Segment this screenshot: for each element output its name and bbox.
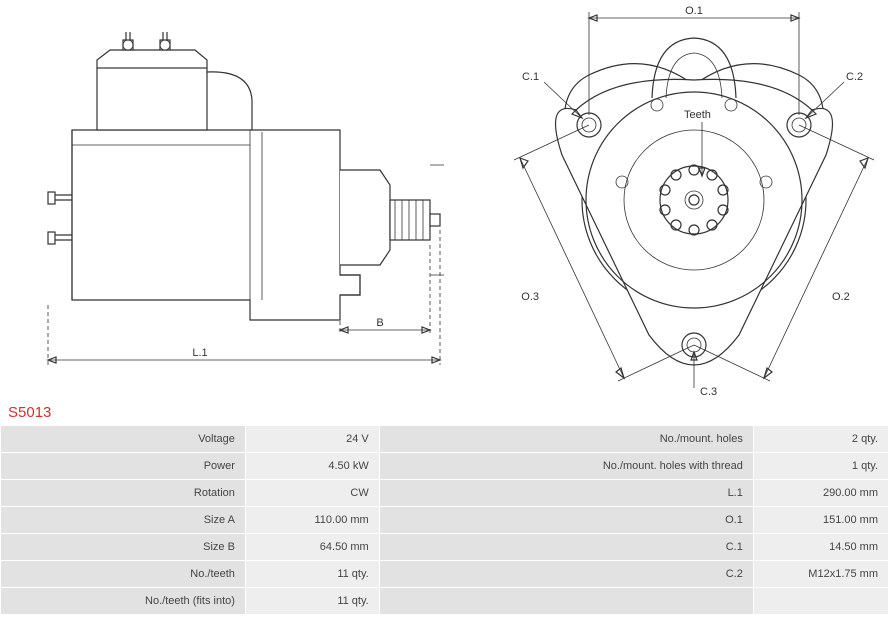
dim-label-O2: O.2 — [832, 291, 850, 303]
spec-label: C.1 — [379, 534, 753, 561]
spec-value: 1 qty. — [753, 453, 888, 480]
spec-row: Voltage 24 V No./mount. holes 2 qty. — [1, 426, 889, 453]
spec-row: Size B 64.50 mm C.1 14.50 mm — [1, 534, 889, 561]
dim-label-teeth: Teeth — [684, 109, 711, 121]
spec-label: No./teeth — [1, 561, 246, 588]
starter-front-view-svg: O.1 O.2 O.3 C.1 — [444, 0, 889, 400]
spec-label: Rotation — [1, 480, 246, 507]
dim-label-L1: L.1 — [192, 347, 207, 359]
spec-value: 24 V — [245, 426, 379, 453]
spec-value: 151.00 mm — [753, 507, 888, 534]
part-number: S5013 — [0, 404, 889, 425]
dim-label-B: B — [376, 317, 383, 329]
spec-row: No./teeth 11 qty. C.2 M12x1.75 mm — [1, 561, 889, 588]
spec-value: 4.50 kW — [245, 453, 379, 480]
dim-label-C2: C.2 — [846, 71, 863, 83]
dim-label-O1: O.1 — [685, 5, 703, 17]
spec-label: Size B — [1, 534, 246, 561]
spec-value: 2 qty. — [753, 426, 888, 453]
spec-value: M12x1.75 mm — [753, 561, 888, 588]
spec-row: Size A 110.00 mm O.1 151.00 mm — [1, 507, 889, 534]
spec-label: No./teeth (fits into) — [1, 588, 246, 615]
spec-label: No./mount. holes — [379, 426, 753, 453]
spec-label: Voltage — [1, 426, 246, 453]
dim-label-O3: O.3 — [521, 291, 539, 303]
spec-label: Power — [1, 453, 246, 480]
starter-side-view-svg: A B L.1 — [0, 0, 444, 400]
dim-label-C1: C.1 — [522, 71, 539, 83]
spec-value: CW — [245, 480, 379, 507]
spec-value: 14.50 mm — [753, 534, 888, 561]
spec-value: 290.00 mm — [753, 480, 888, 507]
spec-label: C.2 — [379, 561, 753, 588]
spec-value: 11 qty. — [245, 588, 379, 615]
spec-label — [379, 588, 753, 615]
spec-value: 64.50 mm — [245, 534, 379, 561]
spec-label: Size A — [1, 507, 246, 534]
spec-table-body: Voltage 24 V No./mount. holes 2 qty. Pow… — [1, 426, 889, 615]
spec-table: Voltage 24 V No./mount. holes 2 qty. Pow… — [0, 425, 889, 615]
diagram-area: A B L.1 — [0, 0, 889, 400]
spec-label: L.1 — [379, 480, 753, 507]
page-container: A B L.1 — [0, 0, 889, 623]
spec-label: No./mount. holes with thread — [379, 453, 753, 480]
spec-row: No./teeth (fits into) 11 qty. — [1, 588, 889, 615]
spec-value: 11 qty. — [245, 561, 379, 588]
spec-value — [753, 588, 888, 615]
spec-row: Rotation CW L.1 290.00 mm — [1, 480, 889, 507]
spec-row: Power 4.50 kW No./mount. holes with thre… — [1, 453, 889, 480]
spec-label: O.1 — [379, 507, 753, 534]
dim-label-C3: C.3 — [700, 386, 717, 398]
diagram-right-panel: O.1 O.2 O.3 C.1 — [444, 0, 889, 400]
spec-value: 110.00 mm — [245, 507, 379, 534]
diagram-left-panel: A B L.1 — [0, 0, 444, 400]
